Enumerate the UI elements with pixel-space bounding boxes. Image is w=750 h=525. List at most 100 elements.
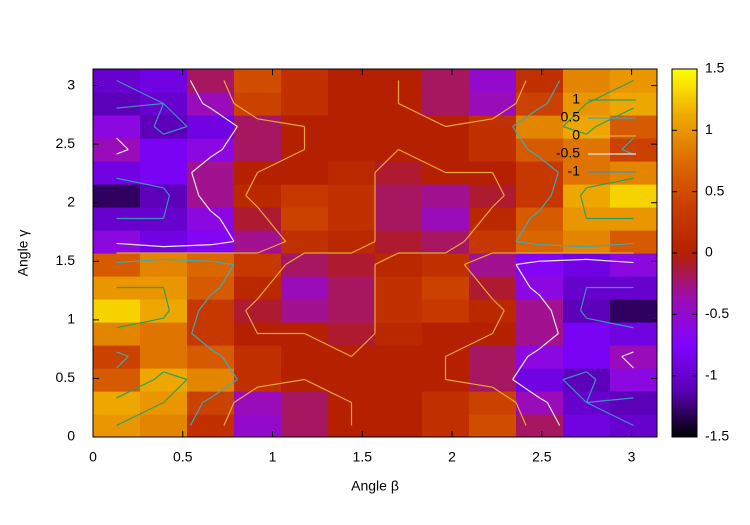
- contour-line: [515, 218, 531, 242]
- contour-line: [463, 264, 484, 288]
- heatmap-cell: [187, 391, 235, 415]
- contour-line: [245, 195, 258, 208]
- heatmap-cell: [328, 253, 376, 277]
- contour-line: [116, 317, 164, 329]
- heatmap-cell: [422, 184, 470, 208]
- heatmap-cell: [187, 414, 235, 437]
- heatmap-cell: [375, 345, 423, 369]
- heatmap-cell: [563, 230, 611, 254]
- contour-line: [189, 402, 204, 426]
- heatmap-cell: [328, 276, 376, 300]
- heatmap-cell: [422, 391, 470, 415]
- heatmap-cell: [469, 184, 517, 208]
- x-tick-label: 0.5: [173, 449, 193, 465]
- contour-line: [492, 386, 517, 404]
- heatmap-cell: [281, 391, 329, 415]
- colorbar-tick-label: -0.5: [705, 305, 729, 321]
- heatmap-cell: [422, 230, 470, 254]
- contour-line: [515, 80, 527, 104]
- heatmap-cell: [140, 115, 188, 139]
- contour-line: [266, 218, 287, 242]
- heatmap-cell: [234, 299, 282, 323]
- contour-key-label: -0.5: [556, 145, 580, 161]
- contour-line: [245, 172, 259, 196]
- heatmap-cell: [563, 322, 611, 346]
- heatmap-cell: [516, 161, 564, 185]
- contour-line: [586, 242, 634, 248]
- heatmap-cell: [187, 230, 235, 254]
- heatmap-cell: [422, 207, 470, 231]
- colorbar-tick-label: 1.5: [705, 60, 725, 76]
- heatmap-cell: [610, 299, 657, 323]
- contour-line: [492, 195, 505, 208]
- contour-line: [586, 371, 597, 380]
- contour-key-label: 1: [572, 91, 580, 107]
- contour-line: [163, 258, 211, 262]
- heatmap-cell: [610, 253, 657, 277]
- contour-line: [210, 287, 221, 296]
- contour-line: [191, 156, 211, 173]
- x-tick-label: 1.5: [353, 449, 373, 465]
- heatmap-cell: [328, 322, 376, 346]
- heatmap-cell: [187, 299, 235, 323]
- contour-line: [163, 371, 188, 381]
- contour-line: [586, 317, 634, 329]
- heatmap-cell: [469, 207, 517, 231]
- heatmap-cell: [375, 115, 423, 139]
- heatmap-cell: [516, 299, 564, 323]
- contour-line: [210, 240, 235, 246]
- heatmap-cell: [469, 253, 517, 277]
- heatmap-cell: [375, 276, 423, 300]
- heatmap-cell: [140, 69, 188, 93]
- heatmap-cell: [422, 92, 470, 116]
- contour-line: [527, 348, 540, 358]
- heatmap-cell: [140, 299, 188, 323]
- contour-line: [580, 187, 587, 196]
- contour-line: [512, 107, 540, 127]
- heatmap-cell: [328, 230, 376, 254]
- contour-line: [210, 148, 223, 158]
- contour-line: [512, 356, 529, 380]
- contour-line: [198, 294, 211, 311]
- heatmap-cell: [328, 299, 376, 323]
- heatmap-cell: [422, 322, 470, 346]
- heatmap-cell: [375, 230, 423, 254]
- heatmap-cell: [93, 138, 141, 162]
- contour-line: [266, 264, 287, 288]
- heatmap-cell: [187, 69, 235, 93]
- contour-line: [539, 397, 548, 404]
- heatmap-cell: [375, 368, 423, 392]
- heatmap-cell: [93, 345, 141, 369]
- heatmap-cell: [234, 207, 282, 231]
- heatmap-cell: [422, 276, 470, 300]
- contour-line: [163, 187, 170, 196]
- heatmap-cell: [281, 414, 329, 437]
- contour-line: [257, 378, 305, 388]
- heatmap-cell: [469, 230, 517, 254]
- contour-line: [491, 310, 505, 334]
- contour-line: [153, 126, 164, 135]
- heatmap-cell: [516, 115, 564, 139]
- heatmap-cell: [187, 138, 235, 162]
- contour-line: [221, 126, 238, 150]
- heatmap-cell: [234, 253, 282, 277]
- heatmap-cell: [610, 345, 657, 369]
- contour-line: [445, 240, 465, 254]
- contour-line: [550, 310, 559, 334]
- contour-line: [233, 102, 258, 120]
- heatmap-cell: [187, 184, 235, 208]
- contour-line: [546, 402, 561, 426]
- heatmap-cell: [563, 161, 611, 185]
- contour-line: [585, 379, 597, 403]
- contour-key-label: 0: [572, 127, 580, 143]
- heatmap-cell: [375, 414, 423, 437]
- contour-line: [621, 148, 634, 155]
- heatmap-cell: [234, 230, 282, 254]
- heatmap-cell: [422, 299, 470, 323]
- contour-line: [586, 401, 634, 427]
- contour-line: [163, 244, 211, 248]
- contour-line: [210, 107, 238, 127]
- heatmap-cell: [422, 138, 470, 162]
- contour-line: [202, 102, 211, 109]
- heatmap-cell: [516, 207, 564, 231]
